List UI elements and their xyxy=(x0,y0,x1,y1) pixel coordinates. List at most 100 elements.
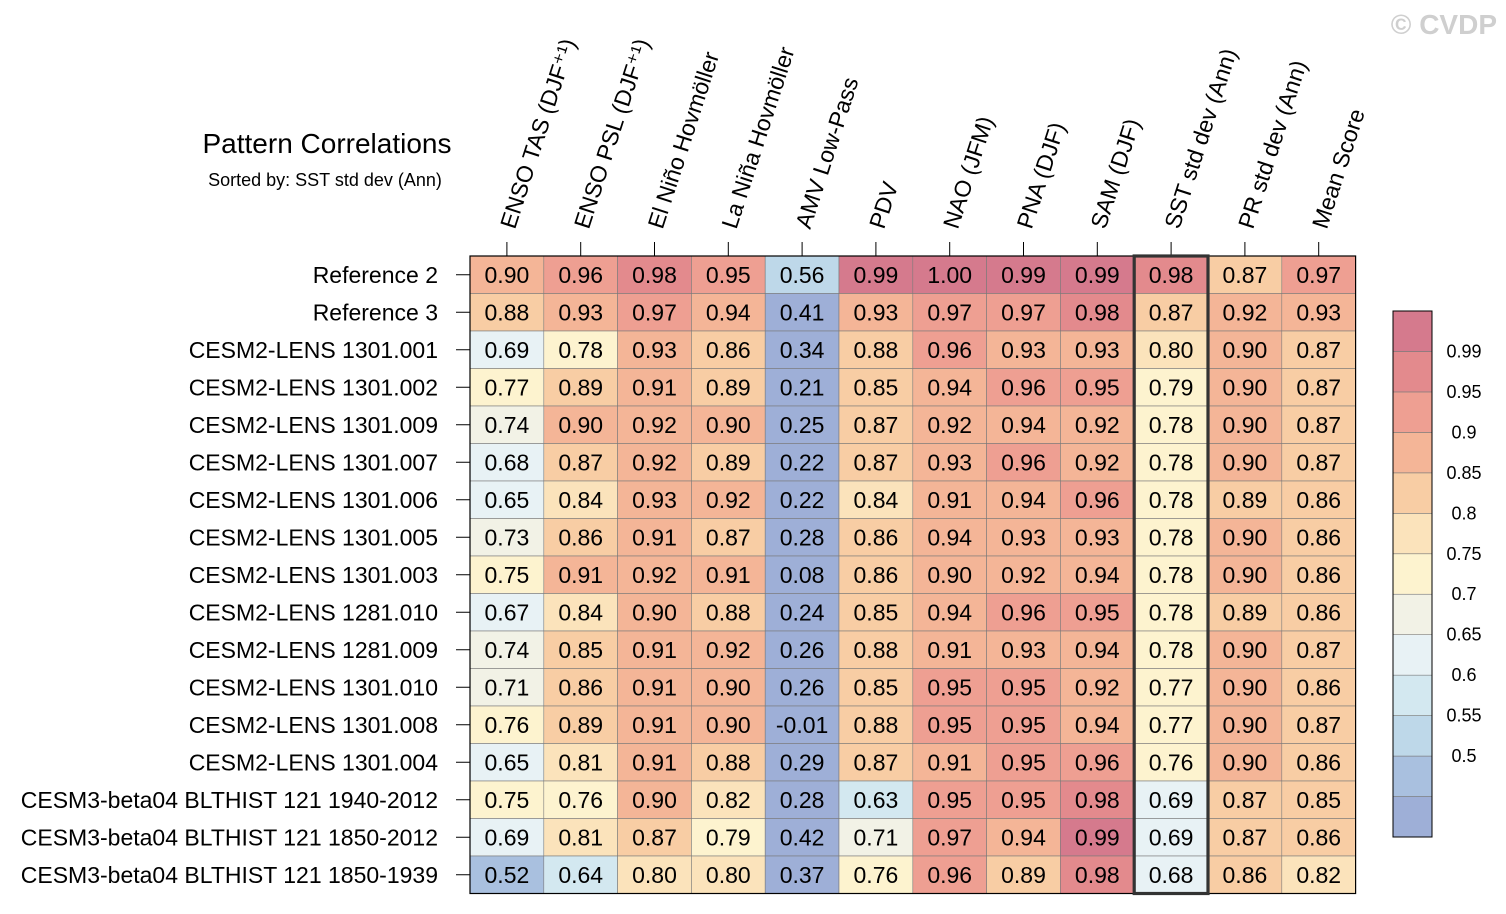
cell-value: 0.90 xyxy=(1223,562,1268,588)
heatmap-cell xyxy=(1207,405,1283,444)
cell-value: 0.74 xyxy=(485,412,530,438)
cell-value: 0.78 xyxy=(1149,487,1194,513)
column-label: La Niña Hovmöller xyxy=(716,43,799,231)
heatmap-cell xyxy=(617,780,692,819)
cell-value: 0.89 xyxy=(558,712,603,738)
heatmap-cell xyxy=(617,293,692,332)
cell-value: 0.77 xyxy=(485,374,530,400)
cell-value: 0.88 xyxy=(854,637,899,663)
chart-title: Pattern Correlations xyxy=(202,128,451,159)
cell-value: 0.76 xyxy=(854,862,899,888)
row-label: CESM3-beta04 BLTHIST 121 1940-2012 xyxy=(21,787,438,813)
cell-value: 0.77 xyxy=(1149,674,1194,700)
row-label: CESM2-LENS 1301.010 xyxy=(189,674,438,700)
heatmap-cell xyxy=(986,818,1061,857)
cell-value: 0.94 xyxy=(1075,712,1120,738)
heatmap-cell xyxy=(986,255,1061,294)
heatmap-cell xyxy=(986,330,1061,369)
heatmap-cell xyxy=(1060,705,1135,744)
heatmap-cell xyxy=(838,555,914,594)
cell-value: 0.64 xyxy=(558,862,603,888)
cell-value: 0.91 xyxy=(927,637,972,663)
heatmap-cell xyxy=(838,855,914,894)
cell-value: 0.90 xyxy=(1223,674,1268,700)
cell-value: 0.71 xyxy=(854,824,899,850)
cell-value: 0.87 xyxy=(1149,299,1194,325)
row-label: CESM2-LENS 1301.008 xyxy=(189,712,438,738)
heatmap-cell xyxy=(617,855,692,894)
cell-value: 0.28 xyxy=(780,787,825,813)
heatmap-cell xyxy=(912,255,987,294)
heatmap-cell xyxy=(1060,818,1135,857)
cell-value: 0.79 xyxy=(1149,374,1194,400)
cell-value: 0.93 xyxy=(1001,524,1046,550)
colorbar-segment xyxy=(1392,472,1433,514)
heatmap-cell xyxy=(1207,293,1283,332)
heatmap-cell xyxy=(986,368,1061,407)
cell-value: 0.86 xyxy=(854,524,899,550)
cell-value: 0.92 xyxy=(927,412,972,438)
column-label: El Niño Hovmöller xyxy=(643,48,725,231)
heatmap-cell xyxy=(543,630,618,669)
cell-value: 0.99 xyxy=(1075,824,1120,850)
heatmap-cell xyxy=(1133,443,1209,482)
heatmap-cell xyxy=(691,293,766,332)
heatmap-cell xyxy=(1207,705,1283,744)
cell-value: 0.90 xyxy=(927,562,972,588)
heatmap-cell xyxy=(1060,405,1135,444)
colorbar-segment xyxy=(1392,391,1433,433)
heatmap-cell xyxy=(986,593,1061,632)
cell-value: 0.86 xyxy=(706,337,751,363)
cell-value: 0.98 xyxy=(1075,787,1120,813)
heatmap-cell xyxy=(764,405,840,444)
heatmap-cell xyxy=(617,368,692,407)
cell-value: 0.95 xyxy=(1001,674,1046,700)
cell-value: 0.86 xyxy=(1223,862,1268,888)
cell-value: 0.80 xyxy=(706,862,751,888)
heatmap-cell xyxy=(469,555,545,594)
heatmap-cell xyxy=(1133,593,1209,632)
colorbar-segment xyxy=(1392,755,1433,797)
heatmap-cell xyxy=(986,443,1061,482)
cell-value: 0.41 xyxy=(780,299,825,325)
cell-value: 0.90 xyxy=(1223,449,1268,475)
heatmap-cell xyxy=(912,855,987,894)
heatmap-cell xyxy=(1060,593,1135,632)
heatmap-cell xyxy=(838,443,914,482)
heatmap-cell xyxy=(912,705,987,744)
cell-value: 0.75 xyxy=(485,787,530,813)
cell-value: 0.94 xyxy=(927,599,972,625)
cell-value: 0.85 xyxy=(854,374,899,400)
heatmap-cell xyxy=(543,480,618,519)
column-label: PDV xyxy=(864,178,904,232)
cell-value: 0.90 xyxy=(1223,637,1268,663)
row-labels: Reference 2 Reference 3 CESM2-LENS 1301.00… xyxy=(21,262,470,888)
cell-value: 0.93 xyxy=(1075,524,1120,550)
cell-value: 0.93 xyxy=(854,299,899,325)
cell-value: 0.93 xyxy=(1075,337,1120,363)
cell-value: 0.87 xyxy=(1223,824,1268,850)
heatmap-cell xyxy=(1281,255,1356,294)
cell-value: 0.97 xyxy=(1296,262,1341,288)
row-label: CESM2-LENS 1301.004 xyxy=(189,749,439,775)
cell-value: 0.90 xyxy=(1223,749,1268,775)
row-label: Reference 3 xyxy=(313,299,438,325)
cell-value: 0.89 xyxy=(1223,599,1268,625)
heatmap-cell xyxy=(617,705,692,744)
cell-value: 0.69 xyxy=(1149,787,1194,813)
heatmap-cell xyxy=(1207,855,1283,894)
heatmap-cell xyxy=(1281,593,1356,632)
cell-value: 0.78 xyxy=(558,337,603,363)
row-label: CESM2-LENS 1301.007 xyxy=(189,449,438,475)
cell-value: 0.56 xyxy=(780,262,825,288)
heatmap-cell xyxy=(1281,330,1356,369)
cell-value: 1.00 xyxy=(927,262,972,288)
cell-value: 0.92 xyxy=(1075,674,1120,700)
heatmap-cell xyxy=(617,443,692,482)
cell-value: 0.91 xyxy=(706,562,751,588)
heatmap-cell xyxy=(617,818,692,857)
heatmap-cell xyxy=(838,743,914,782)
cell-value: 0.93 xyxy=(1001,637,1046,663)
heatmap-cell xyxy=(1060,255,1135,294)
heatmap-cell xyxy=(986,743,1061,782)
